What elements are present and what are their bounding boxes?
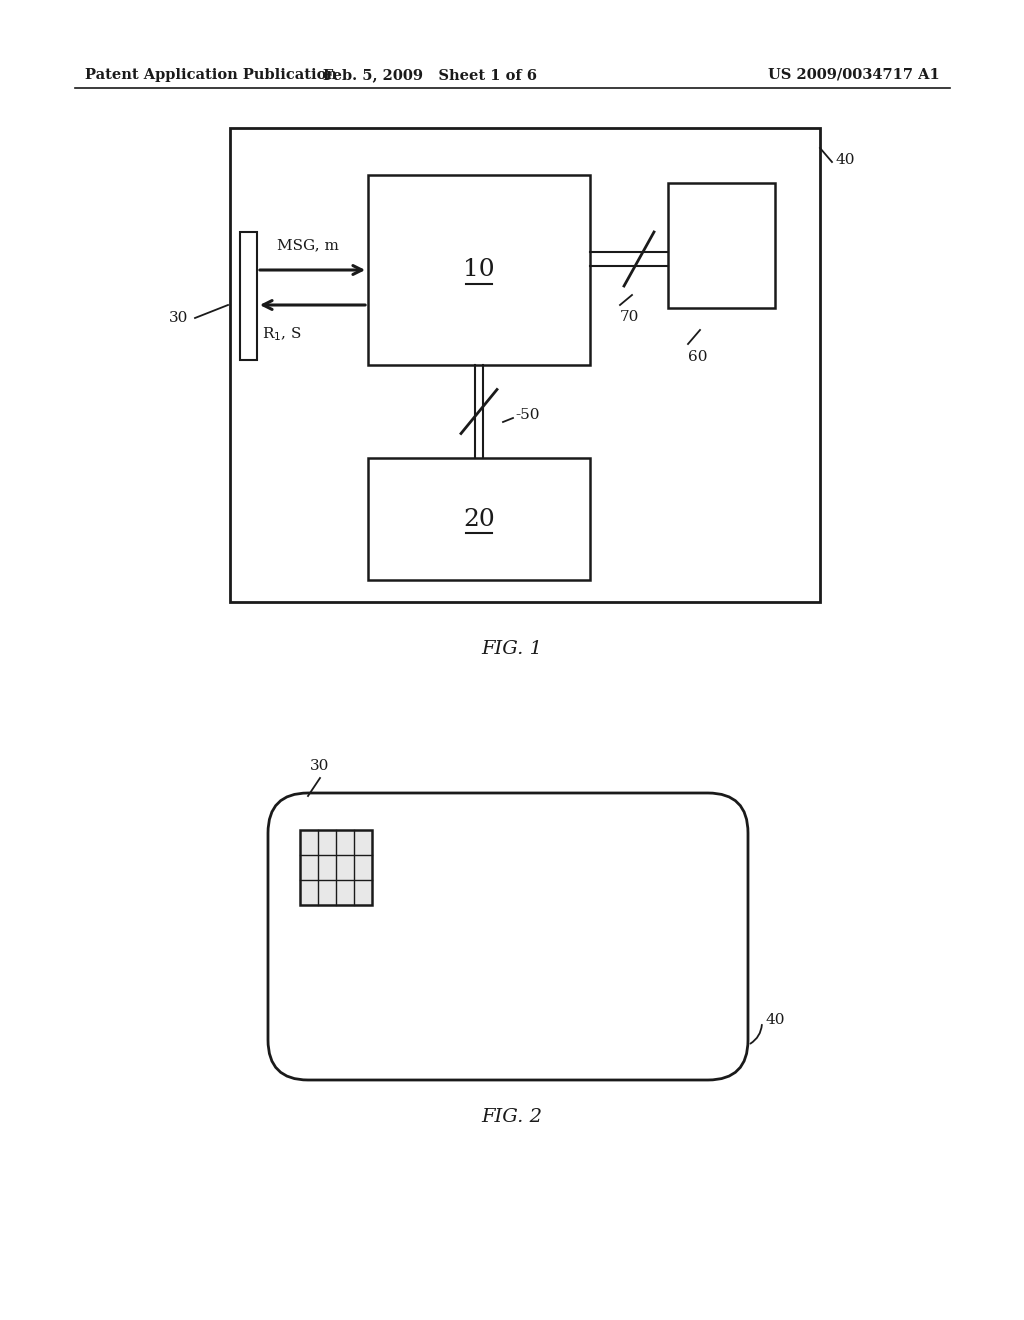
FancyBboxPatch shape xyxy=(268,793,748,1080)
Bar xyxy=(368,176,590,366)
Text: 30: 30 xyxy=(169,312,188,325)
Text: 40: 40 xyxy=(766,1012,785,1027)
Text: FIG. 2: FIG. 2 xyxy=(481,1107,543,1126)
Text: R$_1$, S: R$_1$, S xyxy=(262,325,302,343)
Text: Patent Application Publication: Patent Application Publication xyxy=(85,69,337,82)
Text: 10: 10 xyxy=(463,259,495,281)
Bar xyxy=(230,128,820,602)
Text: 70: 70 xyxy=(620,310,639,323)
Text: 20: 20 xyxy=(463,507,495,531)
Text: FIG. 1: FIG. 1 xyxy=(481,640,543,657)
Bar xyxy=(240,232,257,360)
Bar xyxy=(668,183,775,308)
Text: 30: 30 xyxy=(310,759,330,774)
Text: 40: 40 xyxy=(835,153,854,168)
Text: -50: -50 xyxy=(515,408,540,422)
Bar xyxy=(300,830,372,906)
Text: Feb. 5, 2009   Sheet 1 of 6: Feb. 5, 2009 Sheet 1 of 6 xyxy=(323,69,537,82)
Text: US 2009/0034717 A1: US 2009/0034717 A1 xyxy=(768,69,940,82)
Bar xyxy=(368,458,590,579)
Text: 60: 60 xyxy=(688,350,708,364)
Text: MSG, m: MSG, m xyxy=(276,238,339,252)
